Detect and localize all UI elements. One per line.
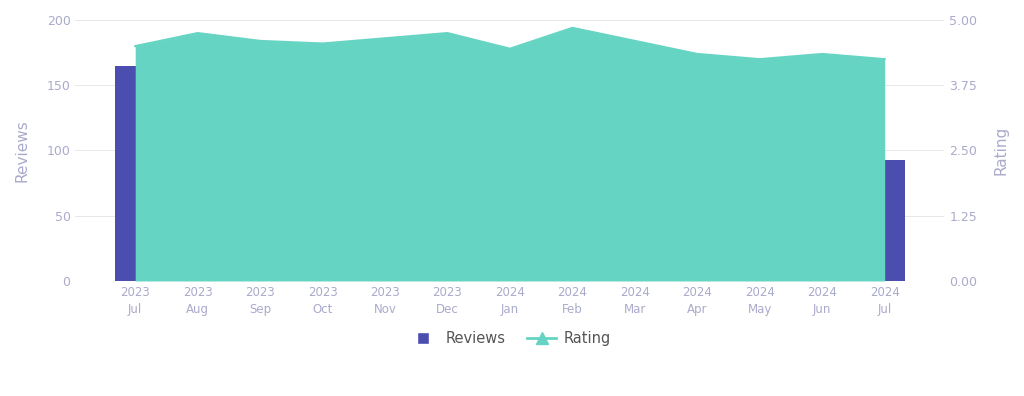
Y-axis label: Reviews: Reviews <box>15 119 30 182</box>
Bar <box>115 66 156 281</box>
Text: 320 reviews
   4.5 rating: 320 reviews 4.5 rating <box>560 125 663 158</box>
Bar <box>552 88 593 281</box>
Bar <box>427 90 468 281</box>
Bar <box>739 85 780 281</box>
Bar <box>802 154 843 281</box>
Bar <box>614 46 655 281</box>
Text: ■: ■ <box>563 123 577 137</box>
Bar <box>177 83 218 281</box>
Text: ■: ■ <box>563 146 577 160</box>
Bar <box>864 160 905 281</box>
Legend: Reviews, Rating: Reviews, Rating <box>403 325 616 352</box>
Bar <box>302 203 343 281</box>
Bar <box>677 127 718 281</box>
Bar <box>489 220 530 281</box>
Bar <box>240 225 281 281</box>
Bar <box>365 170 406 281</box>
Y-axis label: Rating: Rating <box>994 126 1009 175</box>
